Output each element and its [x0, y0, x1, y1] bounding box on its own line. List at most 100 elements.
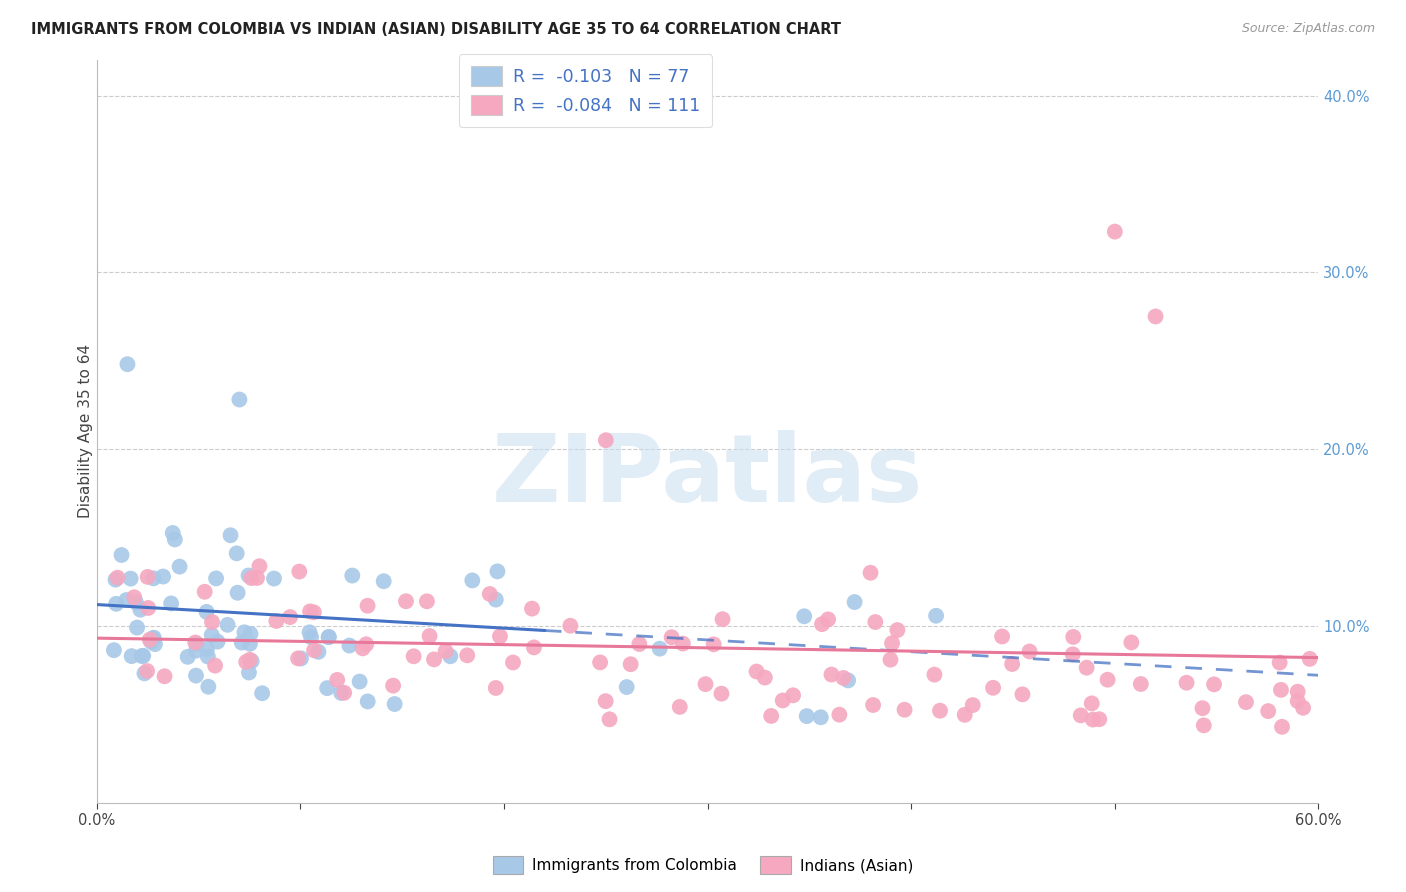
Point — [439, 649, 461, 664]
Point — [820, 667, 842, 681]
Point — [219, 528, 242, 542]
Point — [761, 709, 783, 723]
Point — [105, 597, 128, 611]
Point — [402, 649, 425, 664]
Point — [298, 625, 321, 640]
Point — [1097, 673, 1119, 687]
Point — [828, 707, 851, 722]
Point — [1121, 635, 1143, 649]
Point — [316, 681, 339, 695]
Point — [1299, 652, 1322, 666]
Point — [1018, 644, 1040, 658]
Legend: R =  -0.103   N = 77, R =  -0.084   N = 111: R = -0.103 N = 77, R = -0.084 N = 111 — [458, 54, 711, 128]
Point — [204, 658, 226, 673]
Point — [356, 599, 378, 613]
Point — [1088, 712, 1111, 726]
Point — [357, 694, 380, 708]
Point — [1080, 697, 1102, 711]
Point — [205, 571, 228, 585]
Point — [162, 526, 184, 541]
Point — [461, 574, 484, 588]
Point — [125, 621, 148, 635]
Point — [117, 357, 139, 371]
Point — [1286, 694, 1309, 708]
Point — [287, 651, 309, 665]
Point — [207, 634, 229, 648]
Point — [560, 619, 582, 633]
Point — [865, 615, 887, 629]
Point — [1070, 708, 1092, 723]
Point — [703, 637, 725, 651]
Point — [195, 605, 218, 619]
Point — [288, 565, 311, 579]
Point — [1192, 718, 1215, 732]
Point — [238, 568, 260, 582]
Point — [745, 665, 768, 679]
Point — [141, 635, 163, 649]
Point — [1104, 225, 1126, 239]
Point — [772, 693, 794, 707]
Point — [176, 649, 198, 664]
Point — [142, 632, 165, 646]
Point — [711, 612, 734, 626]
Point — [1191, 701, 1213, 715]
Point — [589, 656, 612, 670]
Point — [953, 707, 976, 722]
Point — [620, 657, 643, 672]
Point — [616, 680, 638, 694]
Point — [925, 608, 948, 623]
Point — [197, 649, 219, 664]
Point — [599, 712, 621, 726]
Point — [153, 669, 176, 683]
Point — [302, 643, 325, 657]
Point — [710, 687, 733, 701]
Point — [373, 574, 395, 589]
Point — [1268, 656, 1291, 670]
Point — [134, 666, 156, 681]
Point — [991, 630, 1014, 644]
Point — [129, 603, 152, 617]
Point — [1076, 661, 1098, 675]
Point — [395, 594, 418, 608]
Point — [184, 635, 207, 649]
Point — [115, 593, 138, 607]
Point — [225, 546, 247, 560]
Point — [352, 641, 374, 656]
Point — [1144, 310, 1167, 324]
Point — [595, 433, 617, 447]
Point — [240, 571, 263, 585]
Point — [924, 667, 946, 681]
Point — [661, 630, 683, 644]
Point — [416, 594, 439, 608]
Point — [1001, 657, 1024, 671]
Point — [143, 637, 166, 651]
Point — [201, 615, 224, 629]
Point — [139, 632, 162, 647]
Point — [122, 591, 145, 605]
Point — [326, 673, 349, 687]
Point — [486, 565, 509, 579]
Point — [299, 630, 322, 644]
Point — [307, 645, 329, 659]
Point — [266, 614, 288, 628]
Point — [1286, 684, 1309, 698]
Point — [186, 637, 208, 651]
Point — [1062, 630, 1084, 644]
Point — [1081, 713, 1104, 727]
Point — [648, 641, 671, 656]
Point — [235, 655, 257, 669]
Point — [1175, 675, 1198, 690]
Point — [485, 592, 508, 607]
Point — [382, 679, 405, 693]
Point — [231, 635, 253, 649]
Point — [184, 643, 207, 657]
Point — [859, 566, 882, 580]
Point — [250, 686, 273, 700]
Point — [981, 681, 1004, 695]
Point — [489, 629, 512, 643]
Point — [456, 648, 478, 663]
Point — [263, 572, 285, 586]
Point — [246, 571, 269, 585]
Point — [1257, 704, 1279, 718]
Point — [228, 392, 250, 407]
